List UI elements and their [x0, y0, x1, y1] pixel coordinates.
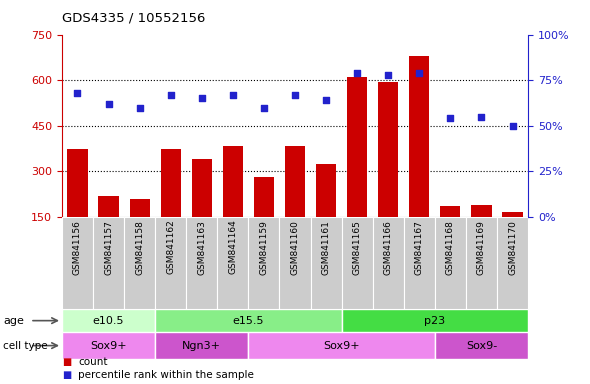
- Bar: [316, 164, 336, 217]
- Bar: [62, 309, 155, 332]
- Point: [73, 90, 82, 96]
- Text: ■: ■: [62, 357, 71, 367]
- Point: [322, 97, 331, 103]
- Bar: [192, 159, 212, 217]
- Text: percentile rank within the sample: percentile rank within the sample: [78, 370, 254, 380]
- Point: [508, 123, 517, 129]
- Point: [197, 95, 206, 101]
- Bar: [440, 206, 460, 217]
- Bar: [285, 146, 305, 217]
- Text: age: age: [3, 316, 24, 326]
- Bar: [503, 212, 523, 217]
- Bar: [254, 177, 274, 217]
- Point: [477, 114, 486, 120]
- Bar: [466, 217, 497, 309]
- Point: [384, 72, 393, 78]
- Bar: [310, 217, 342, 309]
- Bar: [280, 217, 310, 309]
- Text: GSM841156: GSM841156: [73, 220, 82, 275]
- Text: GSM841163: GSM841163: [197, 220, 206, 275]
- Point: [166, 92, 175, 98]
- Bar: [62, 217, 93, 309]
- Text: GSM841161: GSM841161: [322, 220, 330, 275]
- Bar: [93, 217, 124, 309]
- Bar: [342, 309, 528, 332]
- Text: GSM841169: GSM841169: [477, 220, 486, 275]
- Text: Sox9-: Sox9-: [466, 341, 497, 351]
- Bar: [130, 199, 150, 217]
- Bar: [248, 217, 280, 309]
- Bar: [160, 149, 181, 217]
- Text: GSM841162: GSM841162: [166, 220, 175, 275]
- Text: ■: ■: [62, 370, 71, 380]
- Bar: [155, 332, 248, 359]
- Text: GSM841158: GSM841158: [135, 220, 144, 275]
- Bar: [155, 217, 186, 309]
- Bar: [342, 217, 373, 309]
- Text: GSM841167: GSM841167: [415, 220, 424, 275]
- Text: GSM841165: GSM841165: [353, 220, 362, 275]
- Text: GSM841164: GSM841164: [228, 220, 237, 275]
- Bar: [347, 77, 367, 217]
- Point: [290, 92, 300, 98]
- Bar: [217, 217, 248, 309]
- Text: GSM841160: GSM841160: [290, 220, 300, 275]
- Text: GDS4335 / 10552156: GDS4335 / 10552156: [62, 12, 205, 25]
- Bar: [99, 196, 119, 217]
- Bar: [378, 82, 398, 217]
- Point: [104, 101, 113, 107]
- Bar: [62, 332, 155, 359]
- Point: [259, 104, 268, 111]
- Text: cell type: cell type: [3, 341, 48, 351]
- Text: GSM841168: GSM841168: [446, 220, 455, 275]
- Bar: [248, 332, 435, 359]
- Text: Ngn3+: Ngn3+: [182, 341, 221, 351]
- Text: Sox9+: Sox9+: [323, 341, 360, 351]
- Point: [445, 116, 455, 122]
- Bar: [223, 146, 243, 217]
- Text: GSM841157: GSM841157: [104, 220, 113, 275]
- Bar: [155, 309, 342, 332]
- Text: e10.5: e10.5: [93, 316, 124, 326]
- Bar: [471, 205, 491, 217]
- Text: p23: p23: [424, 316, 445, 326]
- Text: count: count: [78, 357, 108, 367]
- Text: e15.5: e15.5: [232, 316, 264, 326]
- Bar: [404, 217, 435, 309]
- Point: [415, 70, 424, 76]
- Text: GSM841159: GSM841159: [260, 220, 268, 275]
- Text: Sox9+: Sox9+: [90, 341, 127, 351]
- Bar: [373, 217, 404, 309]
- Point: [135, 104, 145, 111]
- Point: [228, 92, 238, 98]
- Bar: [409, 56, 430, 217]
- Bar: [435, 332, 528, 359]
- Point: [352, 70, 362, 76]
- Bar: [124, 217, 155, 309]
- Text: GSM841166: GSM841166: [384, 220, 393, 275]
- Bar: [67, 149, 87, 217]
- Bar: [186, 217, 217, 309]
- Text: GSM841170: GSM841170: [508, 220, 517, 275]
- Bar: [497, 217, 528, 309]
- Bar: [435, 217, 466, 309]
